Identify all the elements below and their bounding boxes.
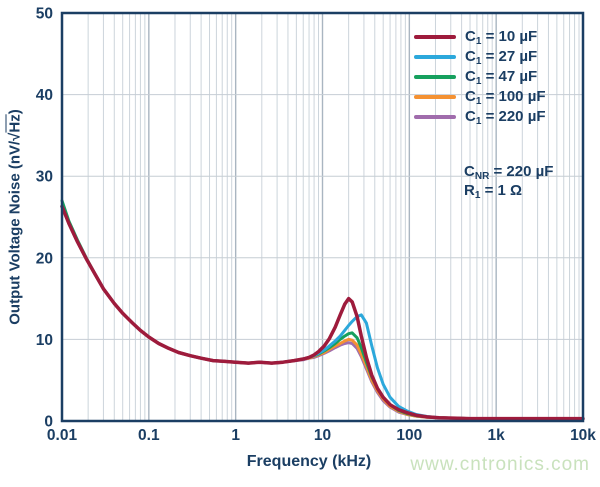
legend-label: C1 = 220 µF: [465, 108, 546, 127]
legend-item-10uf: C1 = 10 µF: [414, 28, 546, 47]
legend-item-47uf: C1 = 47 µF: [414, 68, 546, 87]
condition-cnr: CNR = 220 µF: [464, 163, 554, 182]
y-tick-label: 40: [36, 87, 53, 104]
y-tick-label: 50: [36, 6, 53, 23]
legend-item-220uf: C1 = 220 µF: [414, 108, 546, 127]
x-tick-label: 10k: [570, 427, 596, 444]
legend-line-swatch: [414, 54, 456, 59]
x-tick-label: 1: [231, 427, 240, 444]
plot-border: [60, 11, 585, 423]
legend-label: C1 = 10 µF: [465, 28, 538, 47]
watermark-text: www.cntronics.com: [410, 454, 590, 475]
x-tick-label: 0.01: [47, 427, 78, 444]
legend-item-27uf: C1 = 27 µF: [414, 48, 546, 67]
legend-label: C1 = 100 µF: [465, 88, 546, 107]
legend: C1 = 10 µF C1 = 27 µF C1 = 47 µF C1 = 10…: [414, 28, 546, 127]
y-tick-label: 30: [36, 169, 53, 186]
x-tick-label: 100: [396, 427, 422, 444]
y-tick-label: 0: [44, 414, 53, 431]
legend-label: C1 = 47 µF: [465, 68, 538, 87]
x-tick-label: 0.1: [138, 427, 160, 444]
condition-r1: R1 = 1 Ω: [464, 182, 523, 201]
legend-line-swatch: [414, 74, 456, 79]
series-line-110uF: [60, 204, 585, 421]
conditions-annotation: CNR = 220 µF R1 = 1 Ω: [464, 163, 554, 201]
legend-label: C1 = 27 µF: [465, 48, 538, 67]
x-tick-label: 1k: [488, 427, 506, 444]
legend-item-100uf: C1 = 100 µF: [414, 88, 546, 107]
x-tick-label: 10: [314, 427, 331, 444]
y-axis-title: Output Voltage Noise (nV/√Hz): [7, 109, 24, 324]
y-tick-label: 10: [36, 332, 53, 349]
y-tick-label: 20: [36, 250, 53, 267]
legend-line-swatch: [414, 94, 456, 99]
y-axis-title-close: ): [6, 109, 24, 115]
x-axis-title: Frequency (kHz): [246, 453, 372, 470]
y-axis-title-text: Output Voltage Noise (nV/√: [6, 132, 24, 325]
legend-line-swatch: [414, 114, 456, 119]
y-axis-title-overline-hz: Hz: [6, 114, 24, 133]
legend-line-swatch: [414, 34, 456, 39]
